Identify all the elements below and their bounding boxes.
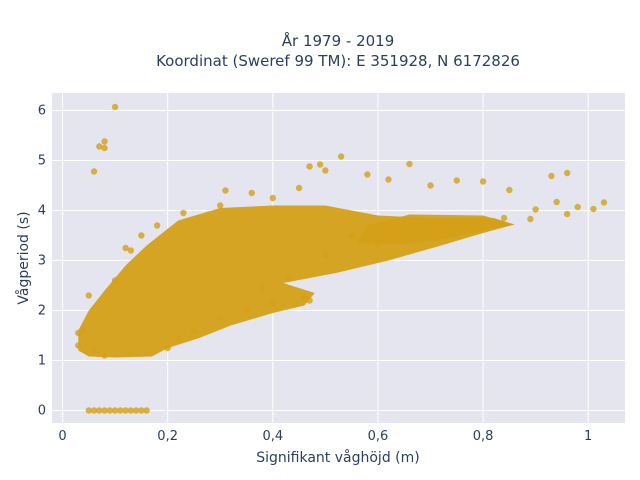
scatter-point [122,407,129,414]
y-axis-title: Vågperiod (s) [15,211,32,304]
scatter-point [143,407,150,414]
scatter-point [479,178,487,185]
dense-point-cloud [356,214,515,245]
scatter-point [301,294,308,302]
scatter-point [269,299,276,307]
y-tick-label: 3 [38,254,46,269]
scatter-point [111,407,119,414]
scatter-point [306,163,313,170]
scatter-point [385,176,392,183]
scatter-point [553,198,560,206]
y-tick-label: 0 [38,404,46,419]
scatter-point [563,210,571,218]
scatter-point [101,138,108,145]
scatter-point [600,199,608,206]
scatter-point [574,203,581,211]
y-tick-label: 4 [38,204,46,219]
scatter-point [285,274,292,282]
scatter-point [322,167,329,174]
scatter-point [563,169,571,177]
scatter-point [96,407,103,414]
scatter-point [590,205,597,213]
scatter-point [101,407,108,414]
x-axis-ticks: 0 0,2 0,4 0,6 0,8 1 [58,429,592,444]
y-tick-label: 6 [38,104,46,119]
scatter-point [479,217,487,225]
scatter-point [427,182,434,189]
scatter-point [364,171,371,178]
scatter-point [80,327,87,334]
x-tick-label: 0,6 [368,429,389,444]
scatter-point [527,215,534,223]
scatter-points [75,103,608,414]
scatter-point [101,144,108,152]
y-tick-label: 5 [38,154,46,169]
scatter-point [348,232,355,239]
scatter-point [138,232,145,239]
scatter-point [85,407,92,414]
scatter-point [101,352,108,359]
scatter-point [174,334,182,342]
scatter-point [269,194,276,202]
scatter-point [259,284,266,292]
scatter-point [337,153,345,160]
x-tick-label: 0 [58,429,66,444]
scatter-point [243,307,250,314]
scatter-point [453,224,460,232]
scatter-point [322,252,329,259]
scatter-point [222,187,229,194]
scatter-point [295,184,303,192]
scatter-point [374,242,382,249]
scatter-point [106,407,114,414]
scatter-point [453,177,460,184]
scatter-point [127,247,135,254]
scatter-point [90,407,98,414]
scatter-point [248,189,255,197]
scatter-point [180,209,187,217]
x-tick-label: 0,2 [157,429,178,444]
chart-title-line-2: Koordinat (Sweref 99 TM): E 351928, N 61… [156,52,520,70]
scatter-point [316,161,324,168]
scatter-point [217,202,224,209]
scatter-point [500,214,508,222]
scatter-point [153,222,161,229]
scatter-point [306,297,313,304]
y-axis-ticks: 0 1 2 3 4 5 6 [38,104,46,419]
scatter-point [127,407,135,414]
scatter-point [532,206,539,213]
scatter-point [96,143,103,150]
scatter-point [90,168,98,175]
scatter-point [90,347,98,354]
scatter-point [111,103,119,111]
scatter-point [437,221,445,228]
scatter-point [111,277,119,284]
chart-title-line-1: År 1979 - 2019 [282,31,395,50]
scatter-point [190,327,198,334]
scatter-point [132,407,140,414]
x-tick-label: 1 [584,429,592,444]
scatter-point [85,292,92,299]
scatter-point [75,329,82,337]
scatter-point [75,342,82,349]
x-tick-label: 0,8 [473,429,494,444]
chart-title: År 1979 - 2019 Koordinat (Sweref 99 TM):… [156,31,520,70]
x-axis-title: Signifikant våghöjd (m) [256,449,419,466]
scatter-point [117,407,124,414]
y-tick-label: 2 [38,304,46,319]
x-tick-label: 0,4 [262,429,283,444]
scatter-point [122,244,129,252]
scatter-point [217,314,224,322]
scatter-point [406,160,413,168]
point-cloud [78,205,515,358]
scatter-point [548,172,555,180]
scatter-point [506,186,513,194]
scatter-point [164,344,171,352]
y-tick-label: 1 [38,354,46,369]
scatter-point [138,407,145,414]
